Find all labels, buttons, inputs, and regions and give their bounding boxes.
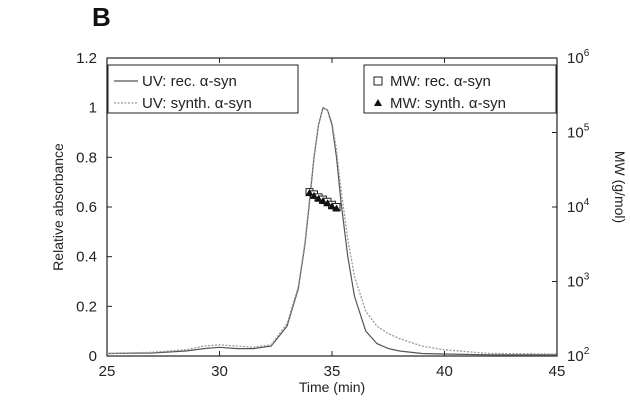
x-tick-label: 40	[436, 363, 453, 380]
uv-rec-line	[106, 106, 557, 356]
mw-synth-point	[305, 188, 314, 196]
y2-tick-label: 105	[567, 123, 590, 142]
x-axis-label: Time (min)	[299, 379, 365, 395]
y2-tick-label: 106	[567, 48, 590, 67]
legend-right-label: MW: rec. α-syn	[390, 73, 491, 90]
mw-synth-point	[332, 204, 341, 212]
y-axis-label: Relative absorbance	[50, 143, 66, 271]
x-tick-label: 25	[99, 363, 116, 380]
mw-synth-point	[310, 191, 318, 199]
legend-right	[363, 64, 557, 114]
mw-synth-point	[314, 194, 323, 202]
y-tick-label: 1.2	[76, 50, 97, 67]
mw-synth-point	[323, 199, 332, 207]
legend-right-label: MW: synth. α-syn	[390, 95, 506, 112]
legend-right-swatch	[374, 99, 382, 106]
x-tick-label: 45	[549, 363, 566, 380]
legend-left	[107, 64, 299, 114]
y-tick-label: 0	[89, 348, 97, 365]
y-tick-label: 1	[89, 100, 97, 117]
legend-left-label: UV: rec. α-syn	[142, 73, 237, 90]
y2-tick-label: 104	[567, 197, 590, 216]
x-tick-label: 30	[211, 363, 228, 380]
panel-label: B	[92, 2, 111, 32]
legend-left-label: UV: synth. α-syn	[142, 95, 252, 112]
y-tick-label: 0.2	[76, 298, 97, 315]
mw-synth-point	[328, 202, 336, 210]
y2-axis-label: MW (g/mol)	[612, 151, 628, 223]
y-tick-label: 0.6	[76, 199, 97, 216]
x-tick-label: 35	[324, 363, 341, 380]
uv-synth-line	[106, 106, 558, 355]
y2-tick-label: 102	[567, 346, 590, 365]
mw-synth-point	[319, 197, 327, 205]
y-tick-label: 0.4	[76, 249, 97, 266]
y2-tick-label: 103	[567, 272, 590, 291]
legend-right-swatch	[373, 76, 383, 86]
y-tick-label: 0.8	[76, 149, 97, 166]
